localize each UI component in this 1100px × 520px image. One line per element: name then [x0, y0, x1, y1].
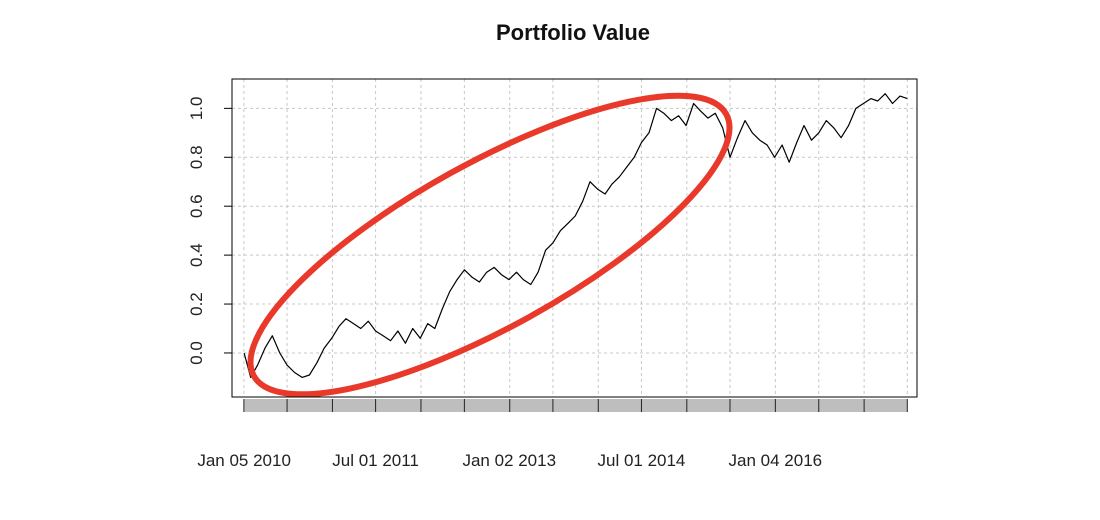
grid — [232, 79, 917, 397]
x-tick-label: Jan 05 2010 — [197, 451, 291, 470]
annotation-layer — [247, 92, 733, 398]
x-tick-label: Jan 02 2013 — [462, 451, 556, 470]
y-tick-label: 0.4 — [187, 243, 206, 267]
series-line — [243, 93, 908, 378]
x-tick-label: Jul 01 2011 — [332, 451, 419, 470]
y-tick-label: 0.8 — [187, 145, 206, 169]
highlight-ellipse — [247, 92, 733, 398]
y-tick-label: 1.0 — [187, 97, 206, 121]
y-tick-label: 0.2 — [187, 292, 206, 316]
chart-title: Portfolio Value — [496, 20, 650, 45]
x-tick-label: Jul 01 2014 — [597, 451, 685, 470]
y-tick-label: 0.6 — [187, 194, 206, 218]
x-axis-band — [243, 399, 908, 412]
x-axis-band-fill — [244, 399, 908, 412]
y-tick-label: 0.0 — [187, 341, 206, 365]
series-line-group — [243, 93, 908, 378]
y-axis: 0.0 0.2 0.4 0.6 0.8 1.0 — [187, 97, 232, 365]
plot-frame — [231, 78, 918, 398]
x-axis: Jan 05 2010 Jul 01 2011 Jan 02 2013 Jul 01 … — [197, 451, 822, 470]
x-tick-label: Jan 04 2016 — [729, 451, 823, 470]
